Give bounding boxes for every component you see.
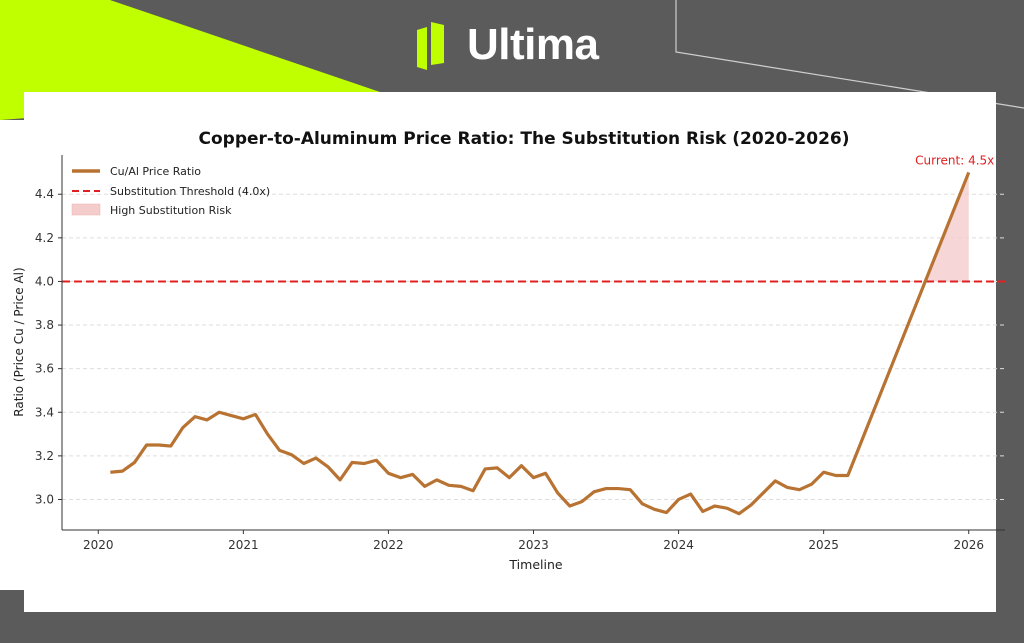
y-tick-label: 3.6 [35,362,54,376]
legend-label-ratio: Cu/Al Price Ratio [110,165,201,178]
y-axis-label: Ratio (Price Cu / Price Al) [12,267,26,416]
y-tick-label: 3.8 [35,318,54,332]
y-tick-label: 4.0 [35,274,54,288]
series-line-cu-al-ratio [110,171,971,516]
y-tick-label: 4.2 [35,231,54,245]
decorative-line [675,0,1024,109]
x-tick-label: 2020 [83,538,114,552]
x-tick-label: 2025 [808,538,839,552]
y-tick-label: 3.4 [35,405,54,419]
current-annotation: Current: 4.5x [915,153,994,167]
x-tick-label: 2021 [228,538,259,552]
x-tick-label: 2026 [953,538,984,552]
chart-card: 3.0 3.2 3.4 3.6 3.8 4.0 4.2 4.4 2020 2021 2022 2023… [12,92,1005,612]
y-tick-label: 4.4 [35,187,54,201]
x-tick-label: 2022 [373,538,404,552]
brand-logo: Ultima [417,20,599,70]
x-tick-label: 2024 [663,538,694,552]
x-tick-label: 2023 [518,538,549,552]
y-tick-label: 3.0 [35,492,54,506]
logo-mark-icon [417,22,444,70]
legend-label-threshold: Substitution Threshold (4.0x) [110,185,270,198]
legend-label-risk: High Substitution Risk [110,204,232,217]
legend-swatch-risk [71,203,101,216]
x-axis-label: Timeline [508,557,562,572]
brand-name: Ultima [467,20,599,69]
y-tick-label: 3.2 [35,449,54,463]
legend: Cu/Al Price Ratio Substitution Threshold… [71,165,270,217]
chart-title: Copper-to-Aluminum Price Ratio: The Subs… [199,129,850,149]
card-left-strip [0,120,24,590]
lime-accent-shape [0,0,380,120]
chart: 3.0 3.2 3.4 3.6 3.8 4.0 4.2 4.4 2020 2021 2022 2023… [12,129,1005,572]
